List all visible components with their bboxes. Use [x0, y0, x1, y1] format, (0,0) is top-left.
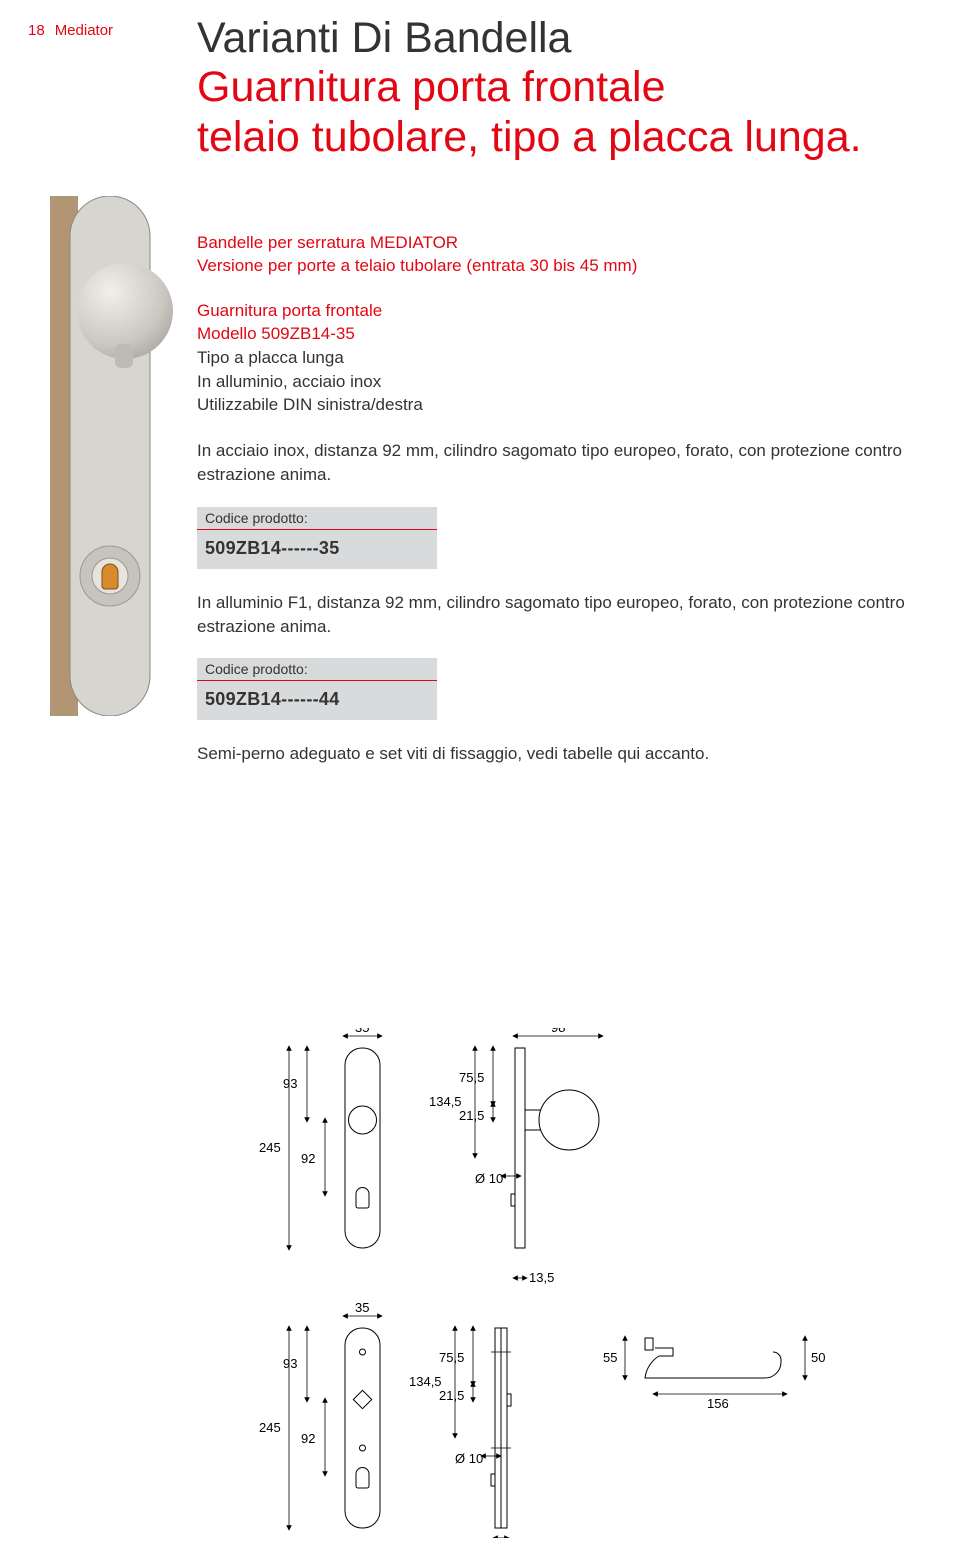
page-number: 18 — [28, 22, 45, 39]
footnote: Semi-perno adeguato e set viti di fissag… — [197, 742, 917, 766]
svg-text:92: 92 — [301, 1151, 315, 1166]
intro-spec3: Utilizzabile DIN sinistra/destra — [197, 393, 917, 417]
intro-spec2: In alluminio, acciaio inox — [197, 370, 917, 394]
svg-text:156: 156 — [707, 1396, 729, 1411]
svg-text:98: 98 — [551, 1028, 565, 1035]
svg-text:55: 55 — [603, 1350, 617, 1365]
code-value: 509ZB14------35 — [197, 530, 437, 569]
svg-text:75,5: 75,5 — [459, 1070, 484, 1085]
product-photo — [40, 196, 190, 716]
svg-text:93: 93 — [283, 1356, 297, 1371]
intro-heading2: Versione per porte a telaio tubolare (en… — [197, 255, 917, 278]
title-block: Varianti Di Bandella Guarnitura porta fr… — [197, 14, 862, 162]
title-line2: Guarnitura porta frontale — [197, 63, 862, 112]
svg-text:92: 92 — [301, 1431, 315, 1446]
intro-subheading2: Modello 509ZB14-35 — [197, 323, 917, 346]
intro-heading1: Bandelle per serratura MEDIATOR — [197, 232, 917, 255]
page-section: Mediator — [55, 22, 113, 39]
intro-spec1: Tipo a placca lunga — [197, 346, 917, 370]
svg-text:93: 93 — [283, 1076, 297, 1091]
intro-subheading1: Guarnitura porta frontale — [197, 300, 917, 323]
variant1-code-box: Codice prodotto: 509ZB14------35 — [197, 507, 437, 569]
svg-text:75,5: 75,5 — [439, 1350, 464, 1365]
page-header: 18 Mediator — [28, 22, 113, 39]
svg-text:Ø 10: Ø 10 — [475, 1171, 503, 1186]
variant2-desc: In alluminio F1, distanza 92 mm, cilindr… — [197, 591, 917, 639]
diagram-area: .ln{stroke:#000;stroke-width:1;fill:none… — [245, 1028, 945, 1548]
svg-text:134,5: 134,5 — [429, 1094, 462, 1109]
svg-text:134,5: 134,5 — [409, 1374, 442, 1389]
code-label: Codice prodotto: — [197, 507, 437, 530]
variant2-code-box: Codice prodotto: 509ZB14------44 — [197, 658, 437, 720]
svg-text:35: 35 — [355, 1028, 369, 1035]
svg-text:21,5: 21,5 — [459, 1108, 484, 1123]
svg-text:245: 245 — [259, 1140, 281, 1155]
code-label: Codice prodotto: — [197, 658, 437, 681]
content-block: Bandelle per serratura MEDIATOR Versione… — [197, 232, 917, 766]
svg-text:35: 35 — [355, 1300, 369, 1315]
title-line1: Varianti Di Bandella — [197, 14, 862, 63]
svg-text:50: 50 — [811, 1350, 825, 1365]
variant1-desc: In acciaio inox, distanza 92 mm, cilindr… — [197, 439, 917, 487]
svg-text:13,5: 13,5 — [529, 1270, 554, 1285]
svg-text:245: 245 — [259, 1420, 281, 1435]
title-line3: telaio tubolare, tipo a placca lunga. — [197, 113, 862, 162]
svg-text:Ø 10: Ø 10 — [455, 1451, 483, 1466]
code-value: 509ZB14------44 — [197, 681, 437, 720]
svg-text:21,5: 21,5 — [439, 1388, 464, 1403]
